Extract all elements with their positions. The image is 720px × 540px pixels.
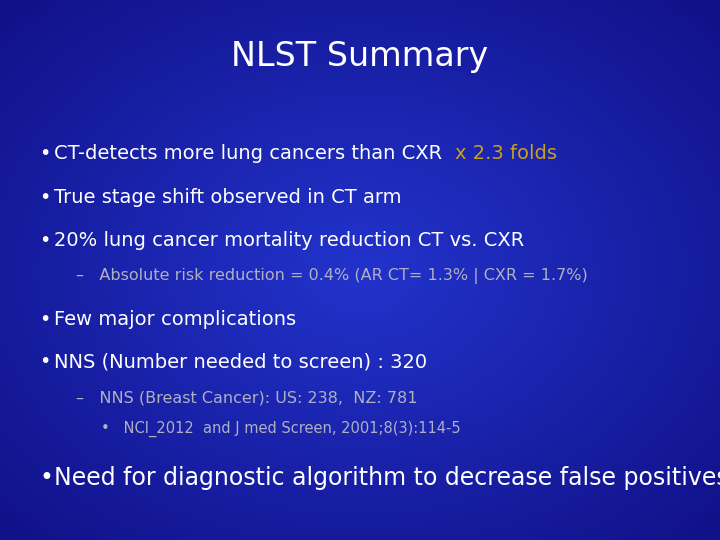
Text: NNS (Number needed to screen) : 320: NNS (Number needed to screen) : 320 xyxy=(54,352,427,372)
Text: •: • xyxy=(40,466,53,490)
Text: –   NNS (Breast Cancer): US: 238,  NZ: 781: – NNS (Breast Cancer): US: 238, NZ: 781 xyxy=(76,390,417,406)
Text: •: • xyxy=(40,352,51,372)
Text: Few major complications: Few major complications xyxy=(54,310,296,329)
Text: x 2.3 folds: x 2.3 folds xyxy=(454,144,557,164)
Text: True stage shift observed in CT arm: True stage shift observed in CT arm xyxy=(54,187,402,207)
Text: •: • xyxy=(40,231,51,250)
Text: –   Absolute risk reduction = 0.4% (AR CT= 1.3% | CXR = 1.7%): – Absolute risk reduction = 0.4% (AR CT=… xyxy=(76,268,588,285)
Text: 20% lung cancer mortality reduction CT vs. CXR: 20% lung cancer mortality reduction CT v… xyxy=(54,231,524,250)
Text: CT-detects more lung cancers than CXR: CT-detects more lung cancers than CXR xyxy=(54,144,454,164)
Text: •: • xyxy=(40,144,51,164)
Text: •: • xyxy=(40,310,51,329)
Text: •: • xyxy=(40,187,51,207)
Text: Need for diagnostic algorithm to decrease false positives: Need for diagnostic algorithm to decreas… xyxy=(54,466,720,490)
Text: NLST Summary: NLST Summary xyxy=(231,40,489,73)
Text: •   NCI_2012  and J med Screen, 2001;8(3):114-5: • NCI_2012 and J med Screen, 2001;8(3):1… xyxy=(101,421,460,437)
